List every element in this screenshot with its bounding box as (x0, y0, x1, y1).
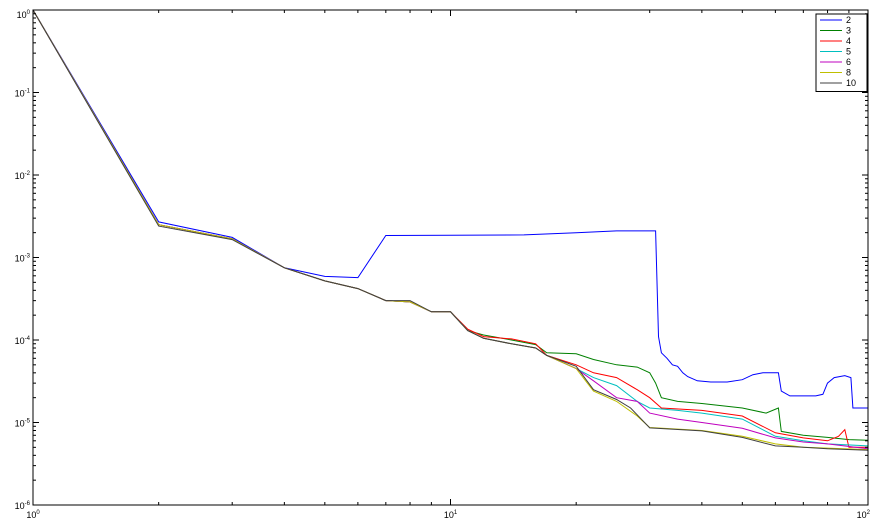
series-layer (33, 10, 868, 451)
plot-frame (32, 9, 869, 506)
series-line-8 (33, 10, 868, 451)
legend-label-4: 4 (846, 36, 851, 46)
y-tick-label: 10-3 (15, 254, 31, 264)
x-tick-exponent: 1 (454, 510, 458, 516)
y-tick-label: 10-1 (15, 89, 31, 99)
legend-label-8: 8 (846, 68, 851, 78)
legend-label-6: 6 (846, 57, 851, 67)
y-tick-exponent: -2 (25, 171, 31, 177)
y-tick-label: 10-6 (15, 501, 31, 511)
y-tick-base: 10 (15, 254, 25, 264)
x-tick-label: 102 (857, 510, 870, 520)
y-tick-label: 10-2 (15, 171, 31, 181)
y-tick-base: 10 (17, 10, 27, 20)
series-line-10 (33, 10, 868, 451)
y-tick-exponent: 0 (27, 10, 31, 16)
y-tick-exponent: -1 (25, 89, 31, 95)
series-line-4 (33, 10, 868, 448)
y-tick-base: 10 (15, 336, 25, 346)
y-tick-base: 10 (15, 419, 25, 429)
y-tick-base: 10 (15, 89, 25, 99)
x-tick-exponent: 0 (36, 510, 40, 516)
y-tick-exponent: -6 (25, 501, 31, 507)
legend-label-2: 2 (846, 15, 851, 25)
y-tick-base: 10 (15, 171, 25, 181)
y-tick-label: 10-4 (15, 336, 31, 346)
y-tick-label: 10-5 (15, 419, 31, 429)
legend-label-10: 10 (846, 78, 856, 88)
y-tick-exponent: -5 (25, 419, 31, 425)
x-tick-base: 10 (26, 510, 36, 520)
y-tick-exponent: -4 (25, 336, 31, 342)
x-tick-exponent: 2 (867, 510, 870, 516)
series-line-5 (33, 10, 868, 447)
legend-label-3: 3 (846, 26, 851, 36)
x-tick-label: 101 (444, 510, 458, 520)
y-tick-exponent: -3 (25, 254, 31, 260)
series-line-6 (33, 10, 868, 450)
y-tick-base: 10 (15, 501, 25, 511)
legend-box (815, 13, 868, 92)
x-tick-base: 10 (444, 510, 454, 520)
x-tick-label: 100 (26, 510, 40, 520)
y-tick-label: 100 (17, 10, 31, 20)
legend-label-5: 5 (846, 47, 851, 57)
series-line-2 (33, 10, 868, 409)
x-tick-base: 10 (857, 510, 867, 520)
